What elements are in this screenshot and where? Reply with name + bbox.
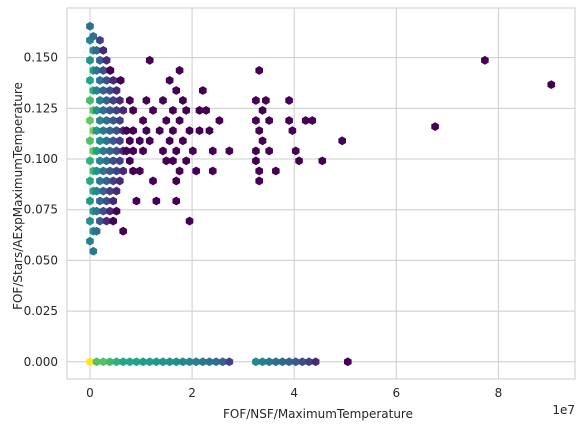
x-tick-label: 4: [290, 386, 298, 400]
y-tick-label: 0.125: [24, 101, 58, 115]
y-tick-label: 0.025: [24, 304, 58, 318]
y-tick-label: 0.100: [24, 152, 58, 166]
x-axis-label: FOF/NSF/MaximumTemperature: [223, 407, 413, 421]
x-tick-label: 0: [86, 386, 94, 400]
y-tick-label: 0.050: [24, 253, 58, 267]
y-axis-label: FOF/Stars/AExpMaximumTemperature: [11, 82, 25, 310]
y-tick-label: 0.000: [24, 355, 58, 369]
x-tick-label: 6: [392, 386, 400, 400]
y-tick-label: 0.075: [24, 203, 58, 217]
x-tick-label: 8: [495, 386, 503, 400]
x-tick-label: 2: [188, 386, 196, 400]
x-offset-label: 1e7: [552, 403, 575, 417]
y-tick-label: 0.150: [24, 51, 58, 65]
